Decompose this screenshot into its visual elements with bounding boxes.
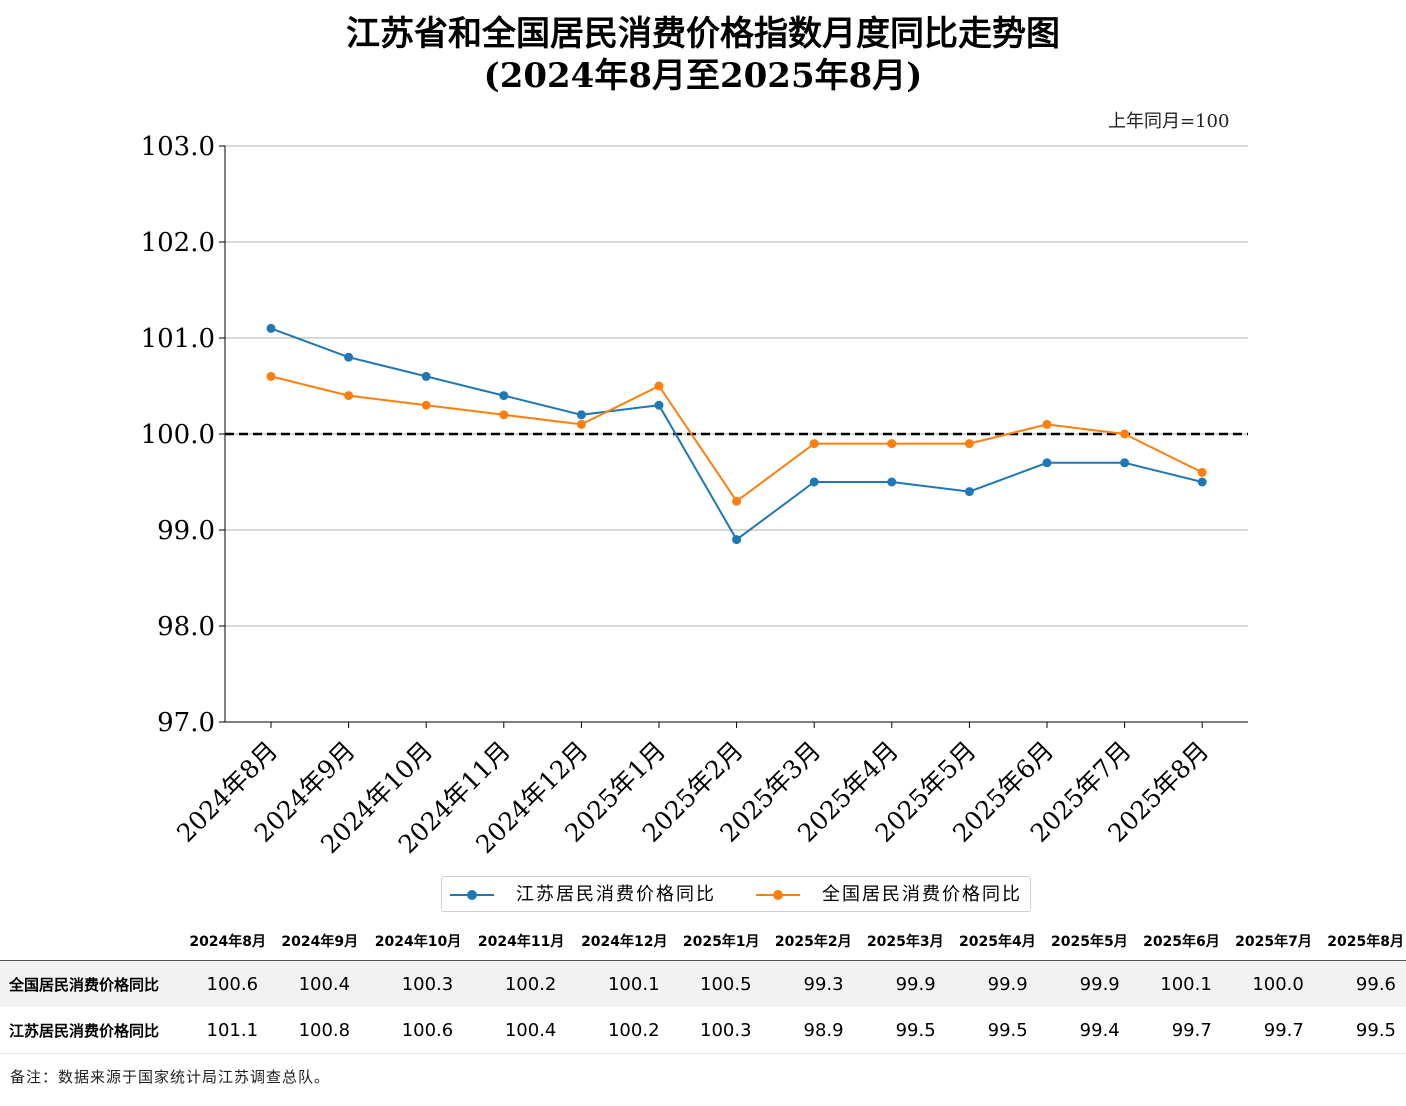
table-column-header: 2024年11月: [463, 922, 567, 961]
table-cell: 99.4: [1037, 1007, 1130, 1054]
data-point-1-4: [576, 419, 586, 429]
table-cell: 100.0: [1221, 960, 1314, 1007]
data-table: 2024年8月 2024年9月 2024年10月 2024年11月 2024年12月 20…: [0, 922, 1406, 1054]
table-cell: 100.5: [669, 960, 762, 1007]
table-column-header: 2025年3月: [853, 922, 946, 961]
data-point-1-8: [887, 439, 897, 449]
y-tick-label: 102.0: [141, 228, 215, 258]
table-cell: 99.5: [1313, 1007, 1406, 1054]
table-cell: 100.3: [360, 960, 464, 1007]
unit-note: 上年同月=100: [1108, 111, 1230, 132]
table-column-header: 2024年9月: [268, 922, 361, 961]
table-cell: 101.1: [176, 1007, 269, 1054]
table-cell: 99.5: [945, 1007, 1038, 1054]
data-point-0-0: [266, 323, 276, 333]
data-point-0-6: [732, 535, 742, 545]
line-chart: 97.098.099.0100.0101.0102.0103.02024年8月2…: [141, 132, 1248, 859]
table-column-header: 2025年8月: [1313, 922, 1406, 961]
table-column-header: 2025年6月: [1129, 922, 1222, 961]
table-column-header: 2025年4月: [945, 922, 1038, 961]
data-point-1-10: [1042, 419, 1052, 429]
data-point-0-1: [344, 352, 354, 362]
data-point-0-2: [421, 371, 431, 381]
y-tick-label: 98.0: [157, 612, 215, 642]
data-point-1-6: [732, 496, 742, 506]
table-cell: 100.4: [463, 1007, 567, 1054]
table-cell: 99.5: [853, 1007, 946, 1054]
data-point-1-2: [421, 400, 431, 410]
data-point-0-12: [1197, 477, 1207, 487]
table-cell: 100.1: [566, 960, 670, 1007]
data-point-0-3: [499, 391, 509, 401]
table-column-header: 2024年10月: [360, 922, 464, 961]
table-cell: 99.7: [1129, 1007, 1222, 1054]
table-cell: 100.3: [669, 1007, 762, 1054]
table-cell: 100.8: [268, 1007, 361, 1054]
legend-swatch-jiangsu: [450, 877, 494, 913]
series-line-1: [270, 375, 1203, 503]
table-cell: 99.9: [945, 960, 1038, 1007]
table-cell: 99.7: [1221, 1007, 1314, 1054]
table-cell: 100.1: [1129, 960, 1222, 1007]
table-cell: 99.9: [853, 960, 946, 1007]
data-point-1-9: [964, 439, 974, 449]
data-point-0-10: [1042, 458, 1052, 468]
data-point-0-11: [1120, 458, 1130, 468]
data-point-0-7: [809, 477, 819, 487]
data-point-0-4: [576, 410, 586, 420]
table-column-header: 2025年1月: [669, 922, 762, 961]
table-cell: 99.3: [761, 960, 854, 1007]
y-tick-label: 99.0: [157, 516, 215, 546]
table-cell: 100.6: [360, 1007, 464, 1054]
y-tick-label: 97.0: [157, 708, 215, 738]
y-tick-label: 103.0: [141, 132, 215, 162]
legend-swatch-national: [756, 877, 800, 913]
table-column-header: 2025年5月: [1037, 922, 1130, 961]
legend-label-national: 全国居民消费价格同比: [822, 884, 1022, 905]
legend-item-national: 全国居民消费价格同比: [756, 877, 1022, 913]
data-point-1-0: [266, 371, 276, 381]
table-column-header: 2024年12月: [566, 922, 670, 961]
table-cell: 98.9: [761, 1007, 854, 1054]
table-row: 江苏居民消费价格同比 101.1 100.8 100.6 100.4 100.2 100.3…: [0, 1007, 1406, 1054]
table-cell: 100.4: [268, 960, 361, 1007]
legend-label-jiangsu: 江苏居民消费价格同比: [516, 884, 716, 905]
data-point-1-3: [499, 410, 509, 420]
y-tick-label: 101.0: [141, 324, 215, 354]
y-tick-label: 100.0: [141, 420, 215, 450]
table-cell: 99.6: [1313, 960, 1406, 1007]
table-corner-cell: [0, 922, 176, 961]
data-point-0-5: [654, 400, 664, 410]
data-point-0-9: [964, 487, 974, 497]
data-point-0-8: [887, 477, 897, 487]
table-column-header: 2025年2月: [761, 922, 854, 961]
chart-subtitle: (2024年8月至2025年8月): [483, 56, 923, 96]
footnote: 备注：数据来源于国家统计局江苏调查总队。: [10, 1068, 331, 1086]
legend-item-jiangsu: 江苏居民消费价格同比: [450, 877, 716, 913]
table-header-row: 2024年8月 2024年9月 2024年10月 2024年11月 2024年12月 20…: [0, 922, 1406, 961]
data-point-1-12: [1197, 467, 1207, 477]
chart-title: 江苏省和全国居民消费价格指数月度同比走势图: [346, 14, 1060, 54]
data-point-1-5: [654, 381, 664, 391]
table-row: 全国居民消费价格同比 100.6 100.4 100.3 100.2 100.1 100.5…: [0, 960, 1406, 1007]
table-cell: 100.2: [566, 1007, 670, 1054]
table-column-header: 2024年8月: [176, 922, 269, 961]
table-row-label: 全国居民消费价格同比: [0, 960, 176, 1007]
table-cell: 100.6: [176, 960, 269, 1007]
data-point-1-11: [1120, 429, 1130, 439]
table-cell: 100.2: [463, 960, 567, 1007]
table-row-label: 江苏居民消费价格同比: [0, 1007, 176, 1054]
table-column-header: 2025年7月: [1221, 922, 1314, 961]
data-point-1-7: [809, 439, 819, 449]
data-point-1-1: [344, 391, 354, 401]
table-cell: 99.9: [1037, 960, 1130, 1007]
chart-legend: 江苏居民消费价格同比 全国居民消费价格同比: [441, 876, 1031, 912]
